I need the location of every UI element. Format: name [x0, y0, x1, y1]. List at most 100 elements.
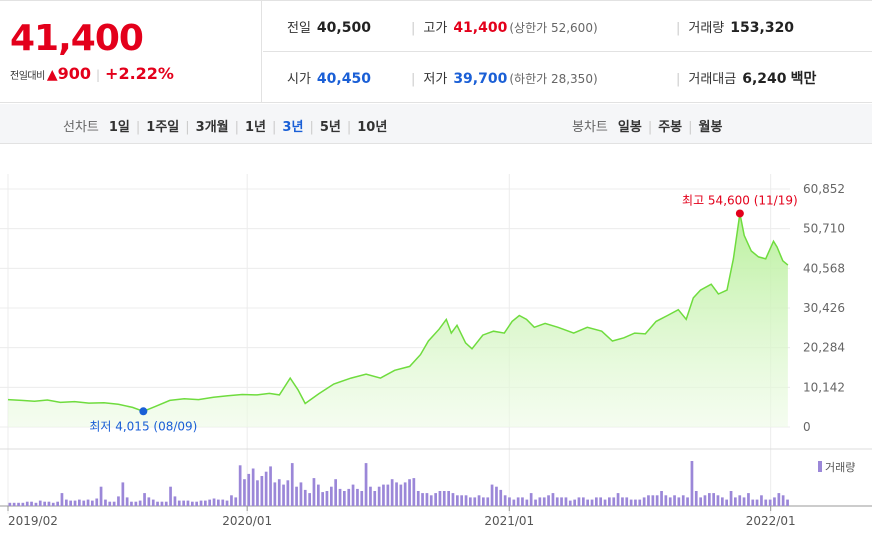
volume-bar: [247, 473, 251, 506]
volume-bar: [282, 484, 285, 506]
period-option-4[interactable]: 1년: [245, 120, 267, 135]
y-tick-label: 20,284: [803, 341, 845, 355]
volume-bar: [186, 500, 190, 506]
volume-bar: [412, 478, 416, 506]
change-amount: 900: [57, 64, 91, 83]
candle-option-1[interactable]: 일봉: [617, 120, 642, 135]
current-price: 41,400: [10, 18, 144, 59]
volume-bar: [191, 501, 194, 506]
volume-bar: [277, 479, 281, 506]
candle-chart-label: 봉차트: [572, 120, 608, 135]
volume-bar: [742, 497, 746, 506]
open-price: 시가 40,450: [287, 71, 371, 87]
volume-bar: [290, 463, 294, 506]
volume-bar: [542, 497, 546, 506]
volume-bar: [34, 502, 38, 506]
x-axis: 2019/02 2020/01 2021/01 2022/01: [7, 506, 796, 528]
volume-bar: [143, 493, 146, 506]
volume-bar: [442, 491, 446, 506]
volume-bar: [325, 491, 329, 506]
volume-bar: [460, 495, 463, 506]
volume-bar: [529, 493, 533, 506]
period-option-3[interactable]: 3개월: [195, 120, 229, 135]
volume-bar: [647, 495, 650, 506]
volume-bar: [91, 500, 94, 506]
volume-bar: [629, 499, 633, 506]
volume-bar: [416, 491, 420, 506]
prev-close: 전일 40,500: [287, 20, 371, 36]
volume-bar: [195, 501, 198, 506]
volume-bar: [764, 499, 768, 506]
volume-bar: [625, 497, 629, 506]
volume-bar: [338, 488, 342, 506]
volume-bar: [760, 495, 763, 506]
low-marker: [139, 407, 148, 416]
volume-bar: [173, 496, 177, 506]
volume-bar: [638, 499, 642, 506]
volume-bar: [99, 486, 103, 506]
volume-bar: [125, 497, 129, 506]
volume-bar: [95, 498, 99, 506]
volume-legend: 거래량: [825, 461, 855, 474]
volume-bar: [82, 500, 86, 506]
volume-bar: [12, 502, 16, 506]
volume-bar: [151, 499, 155, 506]
volume-bar: [751, 499, 755, 506]
y-tick-label: 10,142: [803, 380, 845, 394]
volume-bar: [330, 486, 333, 506]
volume-bar: [182, 500, 185, 506]
volume-bar: [503, 495, 507, 506]
volume-bar: [590, 499, 594, 506]
volume-bar: [694, 491, 698, 506]
volume-bar: [555, 497, 559, 506]
volume-bar: [525, 499, 529, 506]
volume-bar: [651, 495, 655, 506]
volume-bar: [755, 499, 759, 506]
volume-bar: [434, 493, 437, 506]
volume-bar: [251, 468, 255, 506]
volume-bar: [160, 501, 164, 506]
volume-bar: [408, 479, 411, 506]
period-toolbar: 선차트 1일 | 1주일 | 3개월 | 1년 | 3년 | 5년 | 10년 봉차트 일봉 | 주봉 | 월봉: [0, 104, 872, 144]
period-option-1[interactable]: 1일: [108, 120, 130, 135]
volume-bar: [269, 466, 272, 506]
change-label: 전일대비: [10, 71, 45, 82]
volume-bar: [473, 497, 477, 506]
volume-bar: [599, 497, 602, 506]
period-option-2[interactable]: 1주일: [146, 120, 180, 135]
volume-bar: [438, 491, 442, 506]
divider: |: [346, 120, 352, 135]
volume-bar: [73, 500, 77, 506]
candle-option-2[interactable]: 주봉: [658, 120, 683, 135]
period-option-7[interactable]: 10년: [357, 120, 388, 135]
volume-bar: [699, 497, 702, 506]
volume-bar: [690, 461, 694, 506]
volume-bar: [295, 486, 298, 506]
period-option-6[interactable]: 5년: [319, 120, 341, 135]
volume-bar: [199, 500, 203, 506]
volume-bar: [86, 499, 90, 506]
volume-bar: [738, 495, 742, 506]
volume-bar: [425, 493, 429, 506]
volume-bar: [768, 499, 772, 506]
volume-bar: [512, 499, 516, 506]
volume-bar: [773, 497, 776, 506]
candle-chart-periods: 봉차트 일봉 | 주봉 | 월봉: [572, 116, 722, 135]
stats-row-1: 전일 40,500 | 고가 41,400 (상한가 52,600) | 거래량 153,3…: [263, 1, 872, 52]
volume-bar: [25, 501, 29, 506]
x-tick-label: 2019/02: [8, 514, 58, 528]
candle-option-3[interactable]: 월봉: [698, 120, 723, 135]
high-marker: [735, 209, 744, 218]
volume-bar: [351, 484, 355, 506]
volume-bar: [221, 499, 225, 506]
x-tick-label: 2021/01: [484, 514, 534, 528]
period-option-5[interactable]: 3년: [282, 120, 304, 135]
volume-bar: [204, 500, 207, 506]
line-chart-label: 선차트: [63, 120, 99, 135]
volume-bar: [586, 499, 589, 506]
volume-bar: [655, 495, 659, 506]
volume-bar: [43, 501, 46, 506]
volume-bar: [234, 497, 238, 506]
volume-bar: [464, 495, 468, 506]
volume-bar: [421, 493, 424, 506]
